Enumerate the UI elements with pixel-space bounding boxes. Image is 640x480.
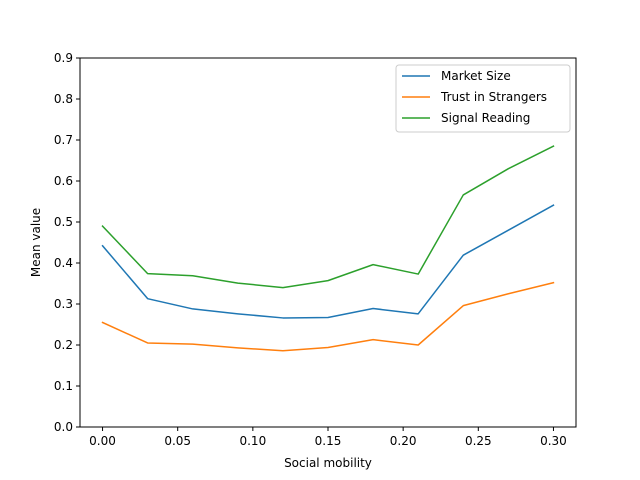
x-tick-label: 0.15 bbox=[315, 434, 342, 448]
y-tick-label: 0.3 bbox=[54, 297, 73, 311]
y-tick-label: 0.5 bbox=[54, 215, 73, 229]
series-line-market-size bbox=[101, 204, 555, 319]
y-axis: 0.0 0.1 0.2 0.3 0.4 0.5 0.6 0.7 0.8 0.9 bbox=[54, 51, 80, 434]
x-tick-label: 0.20 bbox=[390, 434, 417, 448]
x-tick-label: 0.05 bbox=[164, 434, 191, 448]
legend: Market Size Trust in Strangers Signal Read… bbox=[395, 64, 571, 133]
x-tick-label: 0.10 bbox=[239, 434, 266, 448]
legend-label-market-size: Market Size bbox=[441, 69, 511, 83]
y-tick-label: 0.7 bbox=[54, 133, 73, 147]
legend-frame bbox=[395, 64, 571, 133]
y-tick-label: 0.9 bbox=[54, 51, 73, 65]
y-tick-label: 0.0 bbox=[54, 420, 73, 434]
y-axis-title: Mean value bbox=[29, 208, 43, 277]
x-tick-label: 0.00 bbox=[89, 434, 116, 448]
series-layer bbox=[101, 145, 555, 352]
y-tick-label: 0.1 bbox=[54, 379, 73, 393]
x-tick-label: 0.25 bbox=[465, 434, 492, 448]
y-tick-label: 0.6 bbox=[54, 174, 73, 188]
legend-label-trust-in-strangers: Trust in Strangers bbox=[440, 90, 547, 104]
y-tick-label: 0.4 bbox=[54, 256, 73, 270]
y-tick-label: 0.8 bbox=[54, 92, 73, 106]
x-axis: 0.00 0.05 0.10 0.15 0.20 0.25 0.30 bbox=[89, 427, 567, 448]
x-tick-label: 0.30 bbox=[540, 434, 567, 448]
legend-label-signal-reading: Signal Reading bbox=[441, 111, 530, 125]
series-line-trust-in-strangers bbox=[101, 281, 555, 352]
x-axis-title: Social mobility bbox=[284, 456, 372, 470]
series-line-signal-reading bbox=[101, 145, 555, 289]
y-tick-label: 0.2 bbox=[54, 338, 73, 352]
